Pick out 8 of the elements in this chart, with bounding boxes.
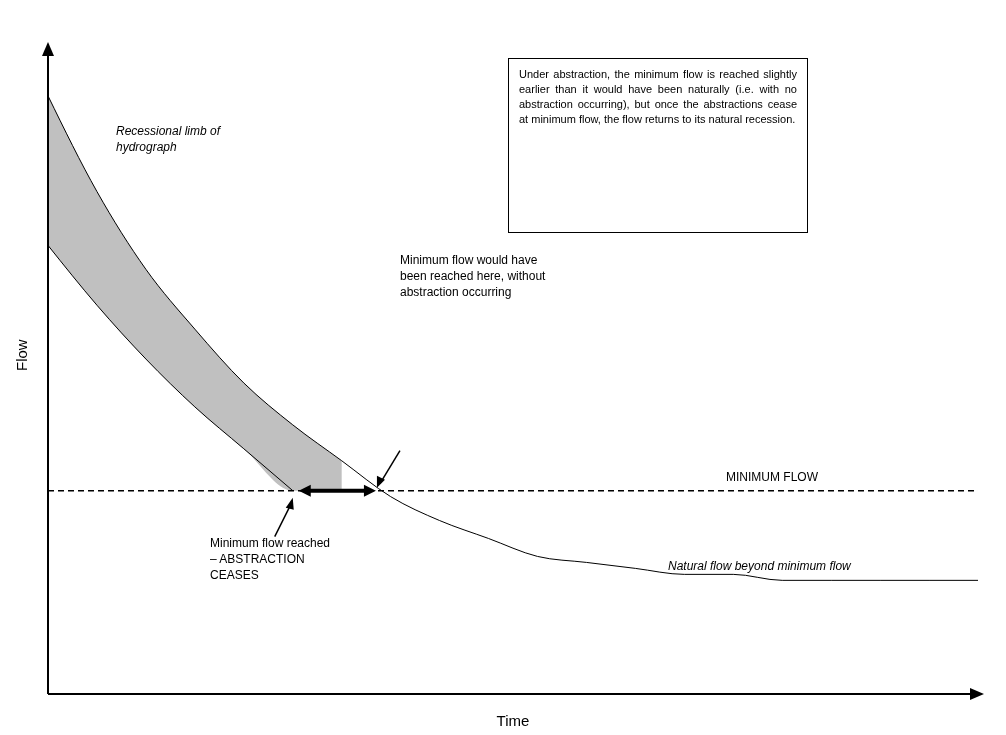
annotation: Natural flow beyond minimum flow xyxy=(668,558,852,574)
annotation: Under abstraction, the minimum flow is reached slightly earlier than it would have been naturally (i.e. with no abstraction occurring), but once the abstractions cease at minimum flow, the flow returns to its natural recession. xyxy=(508,58,808,233)
y-axis-title: Flow xyxy=(13,339,31,371)
ref-line-label: MINIMUM FLOW xyxy=(726,469,819,484)
x-axis-title: Time xyxy=(496,712,530,729)
annotation: Minimum flow would have been reached here, without abstraction occurring xyxy=(400,252,547,300)
annotation: Minimum flow reached – ABSTRACTION CEASES xyxy=(210,535,332,583)
annotation: Recessional limb of hydrograph xyxy=(116,123,222,155)
